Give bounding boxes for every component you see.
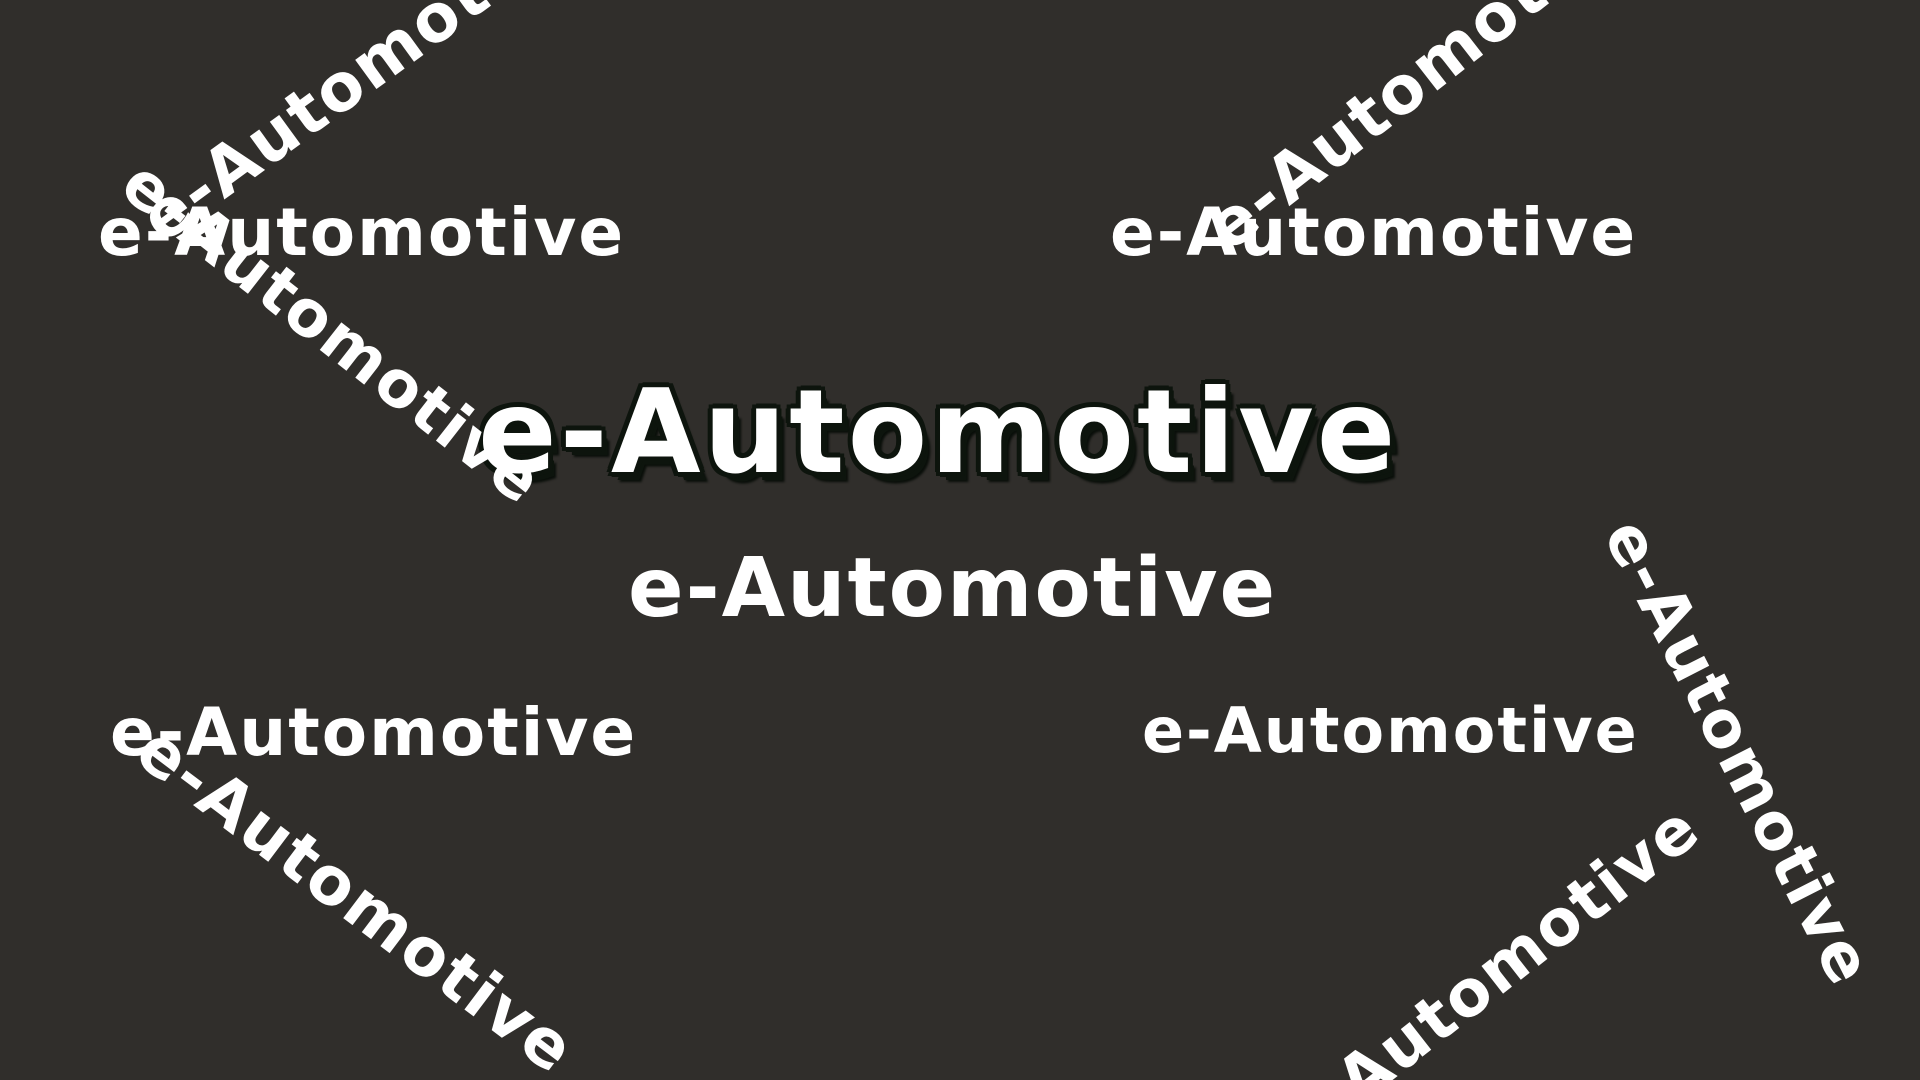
phrase-bottom-left: e-Automotive — [110, 694, 638, 771]
hero-phrase: e-Automotive — [478, 365, 1399, 500]
phrase-center: e-Automotive — [628, 541, 1278, 636]
phrase-bottom-right: e-Automotive — [1142, 694, 1639, 767]
phrase-bottom-right-diagonal-up: e-Automotive — [1264, 790, 1714, 1080]
phrase-top-right: e-Automotive — [1110, 194, 1638, 271]
phrase-top-left: e-Automotive — [98, 194, 626, 271]
